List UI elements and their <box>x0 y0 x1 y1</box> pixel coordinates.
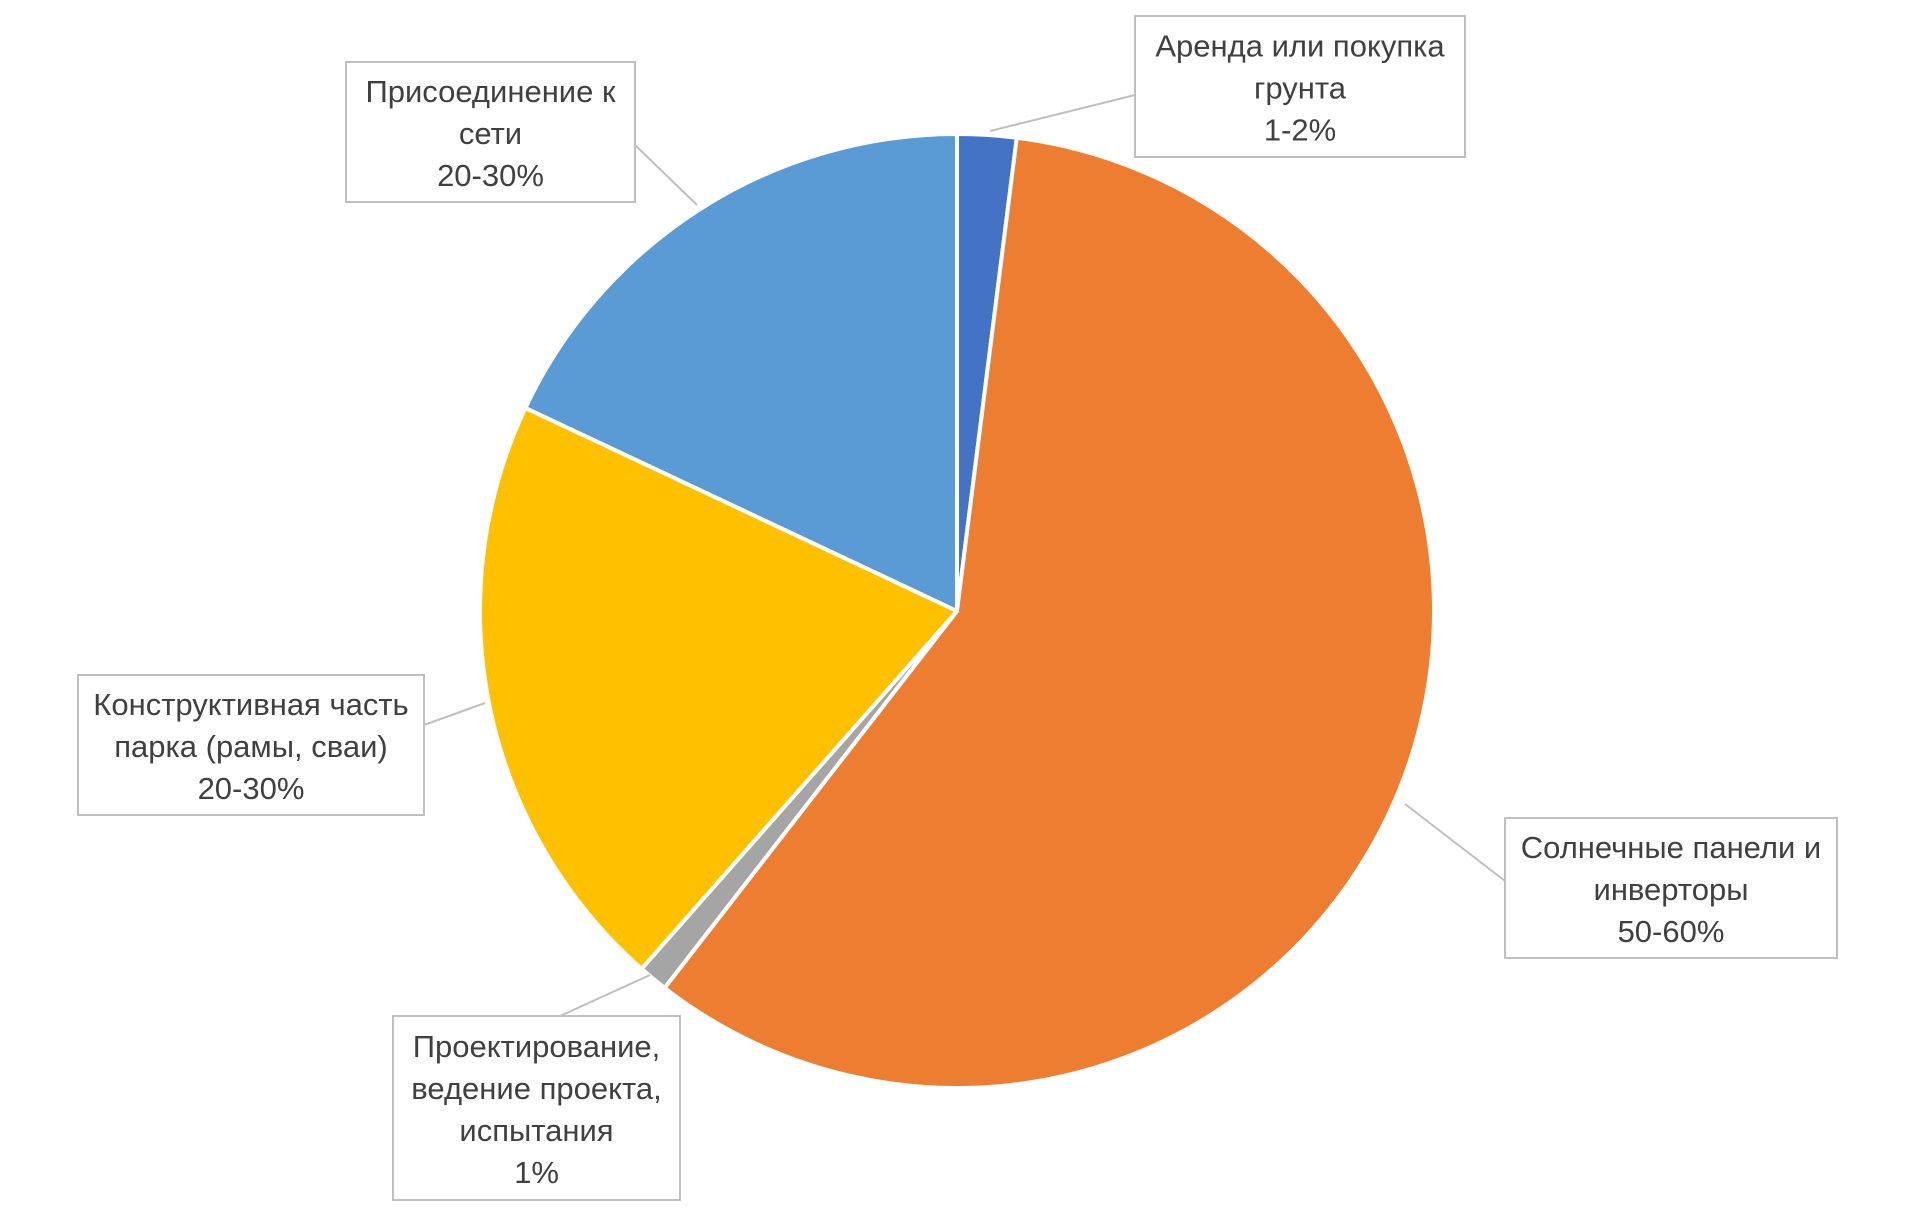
slice-percent-label: 20-30% <box>198 771 305 806</box>
slice-label-line: Конструктивная часть <box>93 687 408 722</box>
slice-label-line: Аренда или покупка <box>1155 28 1445 63</box>
slice-percent-label: 50-60% <box>1618 914 1725 949</box>
slice-label-line: ведение проекта, <box>411 1071 661 1106</box>
slice-label-line: инверторы <box>1594 872 1749 907</box>
callout-box <box>392 1015 681 1201</box>
slice-label-line: Солнечные панели и <box>1521 830 1821 865</box>
callout-grid: Присоединение к сети 20-30% <box>345 61 636 203</box>
slice-label-line: парка (рамы, сваи) <box>114 729 388 764</box>
leader-lines <box>423 94 1506 1017</box>
callout-box <box>1504 817 1838 959</box>
pie-slice-panels <box>662 135 1436 1090</box>
pie-slices <box>478 132 1436 1090</box>
leader-line-land <box>989 94 1136 132</box>
pie-slice-grid <box>523 132 959 613</box>
pie-slice-structure <box>478 405 959 971</box>
callout-box <box>345 61 636 203</box>
slice-percent-label: 20-30% <box>437 158 544 193</box>
callout-panels: Солнечные панели и инверторы 50-60% <box>1504 817 1838 959</box>
callout-structure: Конструктивная часть парка (рамы, сваи) 20… <box>77 674 425 816</box>
slice-label-line: Проектирование, <box>413 1029 661 1064</box>
leader-line-design <box>559 974 651 1017</box>
callout-box <box>77 674 425 816</box>
slice-percent-label: 1-2% <box>1264 112 1336 147</box>
data-label-callouts: Аренда или покупка грунта 1-2% Солнечные па… <box>77 15 1838 1201</box>
slice-percent-label: 1% <box>514 1155 559 1190</box>
slice-label-line: испытания <box>459 1113 613 1148</box>
leader-line-structure <box>423 702 486 726</box>
callout-box <box>1134 15 1466 158</box>
callout-land: Аренда или покупка грунта 1-2% <box>1134 15 1466 158</box>
slice-label-line: сети <box>459 116 522 151</box>
slice-label-line: грунта <box>1254 70 1347 105</box>
leader-line-grid <box>634 144 698 206</box>
slice-label-line: Присоединение к <box>365 74 616 109</box>
callout-design: Проектирование, ведение проекта, испытания… <box>392 1015 681 1201</box>
leader-line-panels <box>1404 803 1506 882</box>
